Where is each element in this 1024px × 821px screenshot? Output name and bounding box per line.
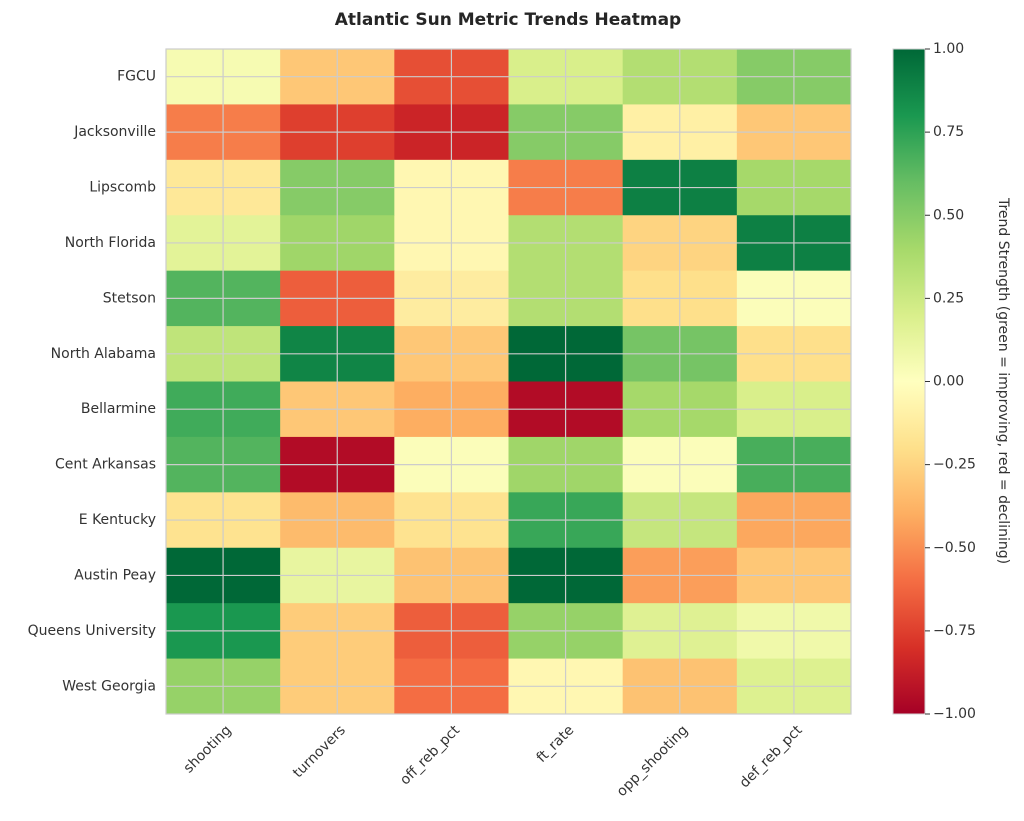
y-tick-label: Austin Peay — [74, 567, 156, 583]
x-tick-label: turnovers — [290, 722, 349, 781]
y-tick-label: E Kentucky — [79, 512, 156, 528]
x-tick-label: ft_rate — [534, 722, 578, 766]
colorbar-tick-label: −0.75 — [933, 623, 976, 639]
colorbar-ticks: 1.00 0.75 0.50 0.25 0.00 −0.25 −0.50 −0.75 −1.00 — [925, 41, 976, 722]
y-tick-label: Bellarmine — [81, 401, 156, 417]
colorbar-tick-label: 0.75 — [933, 124, 964, 140]
colorbar-tick-label: 0.00 — [933, 374, 964, 390]
x-tick-labels: shooting turnovers off_reb_pct ft_rate opp_s… — [181, 722, 806, 800]
colorbar-tick-label: −0.50 — [933, 540, 976, 556]
heatmap-grid — [166, 49, 851, 714]
colorbar-tick-label: −1.00 — [933, 706, 976, 722]
x-tick-label: opp_shooting — [614, 722, 692, 800]
chart-title: Atlantic Sun Metric Trends Heatmap — [335, 10, 681, 30]
y-tick-label: Stetson — [103, 290, 156, 306]
colorbar-tick-label: 1.00 — [933, 41, 964, 57]
y-tick-label: North Florida — [65, 235, 156, 251]
y-tick-label: Lipscomb — [89, 180, 156, 196]
colorbar — [892, 48, 926, 715]
x-tick-label: off_reb_pct — [397, 722, 463, 788]
y-tick-label: North Alabama — [51, 346, 156, 362]
y-tick-labels: FGCU Jacksonville Lipscomb North Florida Ste… — [28, 69, 156, 695]
plot-frame — [165, 48, 852, 715]
colorbar-tick-label: 0.50 — [933, 207, 964, 223]
colorbar-tick-label: 0.25 — [933, 290, 964, 306]
heatmap-cells — [166, 49, 852, 715]
colorbar-tick-label: −0.25 — [933, 457, 976, 473]
x-tick-label: shooting — [181, 722, 235, 776]
y-tick-label: FGCU — [117, 69, 156, 85]
y-tick-label: Queens University — [28, 623, 156, 639]
y-tick-label: West Georgia — [62, 678, 156, 694]
x-tick-label: def_reb_pct — [737, 722, 806, 791]
y-tick-label: Cent Arkansas — [55, 457, 156, 473]
y-tick-label: Jacksonville — [73, 124, 156, 140]
colorbar-label: Trend Strength (green = improving, red =… — [995, 197, 1011, 564]
